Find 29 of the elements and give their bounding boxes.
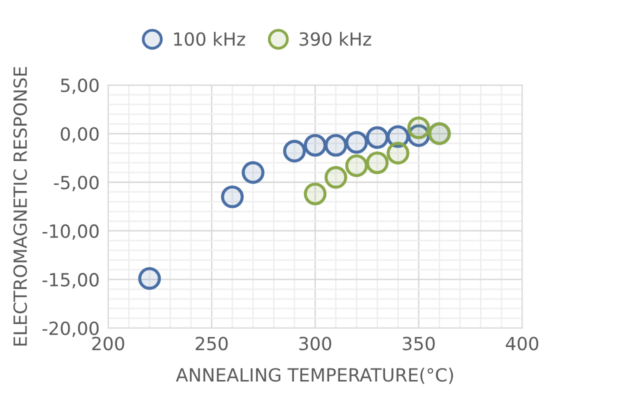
point	[138, 267, 161, 290]
point	[345, 154, 368, 178]
x-axis-title: ANNEALING TEMPERATURE(°C)	[176, 368, 454, 384]
x-tick-label: 350	[402, 336, 435, 350]
x-tick-label: 300	[299, 336, 332, 350]
x-tick-label: 400	[506, 336, 538, 350]
y-tick-label: -20,00	[42, 322, 99, 338]
y-tick-label: -15,00	[42, 272, 99, 288]
point	[386, 142, 410, 164]
point	[242, 161, 264, 184]
x-tick-label: 250	[196, 336, 228, 350]
point	[324, 166, 348, 189]
y-tick-label: -5,00	[54, 176, 99, 192]
y-tick-label: 0,00	[60, 127, 99, 143]
point	[324, 134, 348, 157]
y-tick-label: 5,00	[61, 78, 99, 94]
x-tick-label: 200	[92, 336, 124, 350]
point	[407, 116, 430, 140]
legend-label: 100 kHz	[174, 32, 246, 46]
point	[283, 140, 306, 162]
legend-label: 390 kHz	[300, 32, 372, 46]
y-axis-title: ELECTROMAGNETIC RESPONSE	[13, 67, 28, 346]
point	[304, 182, 327, 206]
y-tick-label: -10,00	[42, 224, 99, 240]
point	[345, 131, 368, 154]
point	[366, 126, 389, 149]
point	[366, 151, 389, 174]
point	[221, 185, 244, 208]
point	[304, 134, 327, 157]
